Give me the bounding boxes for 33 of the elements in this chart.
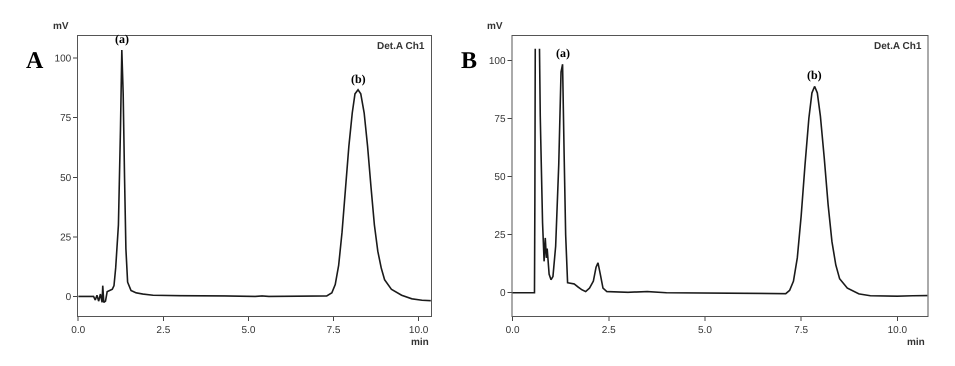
- x-tick-label: 2.5: [602, 325, 616, 336]
- line-series: [78, 49, 431, 304]
- annotation: (b): [351, 72, 366, 86]
- x-tick-label: 10.0: [888, 325, 908, 336]
- x-tick-label: 2.5: [156, 325, 171, 336]
- text: B: [461, 48, 478, 74]
- y-tick-label: 50: [60, 172, 72, 184]
- x-tick-label: 10.0: [408, 325, 429, 336]
- x-axis-title: min: [907, 337, 925, 348]
- x-tick-label: 7.5: [326, 325, 341, 336]
- annotation: (b): [807, 68, 822, 82]
- annotation: (a): [556, 46, 570, 60]
- annotation: Det.A Ch1: [377, 41, 425, 52]
- y-axis-title: mV: [53, 21, 69, 32]
- y-tick-label: 75: [494, 114, 506, 125]
- text: A: [26, 48, 44, 74]
- x-tick-label: 7.5: [794, 325, 809, 336]
- x-tick-label: 5.0: [698, 325, 712, 336]
- y-tick-label: 75: [60, 113, 72, 124]
- y-tick-label: 0: [66, 292, 72, 303]
- annotation: Det.A Ch1: [874, 41, 922, 52]
- y-tick-label: 25: [494, 230, 506, 242]
- y-tick-label: 100: [488, 56, 506, 67]
- y-axis-title: mV: [487, 21, 503, 32]
- annotation: (a): [115, 32, 129, 46]
- x-tick-label: 0.0: [71, 325, 86, 336]
- y-tick-label: 100: [54, 54, 72, 65]
- y-tick-label: 50: [494, 172, 506, 184]
- x-axis-title: min: [411, 337, 429, 348]
- y-tick-label: 0: [500, 288, 506, 300]
- x-tick-label: 0.0: [506, 325, 520, 336]
- x-tick-label: 5.0: [241, 325, 256, 336]
- y-tick-label: 25: [60, 232, 72, 244]
